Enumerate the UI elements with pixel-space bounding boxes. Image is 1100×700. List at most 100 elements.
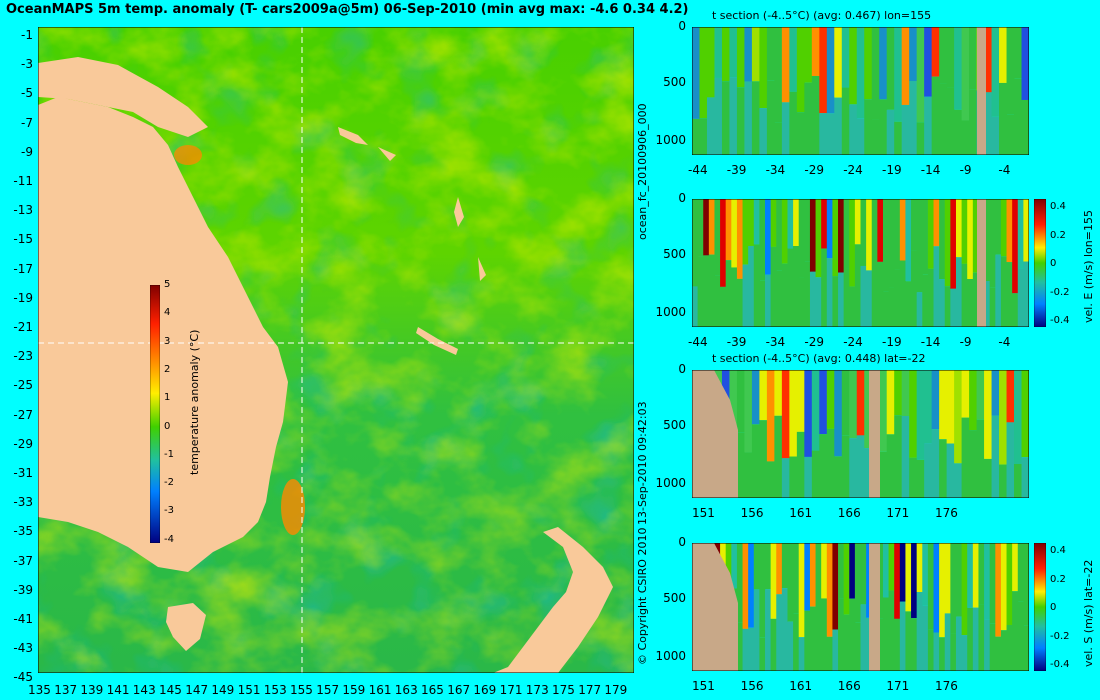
section-depth-tick: 1000 (655, 305, 686, 319)
section-x-tick: -4 (998, 335, 1011, 349)
section-x-tick: 166 (837, 506, 861, 520)
latitude-tick-label: -15 (13, 232, 33, 247)
section-x-tick: -4 (998, 163, 1011, 177)
longitude-tick-label: 179 (604, 683, 628, 697)
velocity-colorbar-tick: -0.4 (1050, 315, 1070, 326)
latitude-tick-label: -45 (13, 670, 33, 685)
velocity-colorbar-label: vel. S (m/s) lat=-22 (1082, 559, 1095, 667)
section-x-tick: 161 (789, 506, 813, 520)
colorbar-tick-label: 5 (164, 279, 171, 290)
temperature-colorbar (150, 285, 160, 543)
longitude-tick-label: 157 (316, 683, 340, 697)
land-australia (38, 97, 288, 572)
section-x-tick: -14 (920, 163, 941, 177)
temperature-anomaly-map[interactable] (38, 27, 634, 673)
section-x-tick: 156 (740, 506, 764, 520)
longitude-tick-label: 171 (499, 683, 523, 697)
longitude-tick-label: 139 (80, 683, 104, 697)
section-depth-tick: 0 (678, 362, 686, 376)
section-depth-tick: 500 (663, 418, 686, 432)
section-x-tick: -34 (765, 335, 786, 349)
section-depth-tick: 1000 (655, 476, 686, 490)
section-x-tick: 151 (692, 506, 715, 520)
velocity-colorbar (1034, 199, 1046, 327)
longitude-tick-label: 137 (54, 683, 78, 697)
longitude-tick-label: 169 (473, 683, 497, 697)
colorbar-tick-label: 4 (164, 307, 171, 319)
section-plot-v-lat[interactable] (692, 543, 1029, 671)
velocity-colorbar-tick: -0.2 (1050, 286, 1070, 298)
section-x-tick: -14 (920, 335, 941, 349)
section-plot-v-lon[interactable] (692, 199, 1029, 327)
longitude-tick-label: 165 (421, 683, 444, 697)
copyright-label: © Copyright CSIRO 2010 (636, 527, 649, 665)
section-depth-tick: 1000 (655, 649, 686, 663)
section-x-tick: -34 (765, 163, 786, 177)
section-x-tick: -44 (688, 335, 708, 349)
colorbar-label: temperature anomaly (°C) (188, 329, 201, 475)
section-x-tick: 171 (886, 506, 910, 520)
section-x-tick: -39 (726, 163, 747, 177)
latitude-tick-label: -29 (13, 436, 33, 451)
latitude-tick-label: -27 (13, 407, 33, 422)
latitude-tick-label: -41 (13, 612, 33, 626)
latitude-tick-label: -19 (13, 290, 33, 305)
land-tasmania (166, 603, 206, 651)
section-depth-tick: 0 (678, 191, 686, 205)
timestamp-label: 13-Sep-2010 09:42:03 (636, 401, 649, 525)
velocity-colorbar-tick: 0.4 (1050, 201, 1066, 212)
longitude-tick-label: 155 (290, 683, 313, 697)
section-x-tick: 171 (886, 679, 910, 693)
velocity-colorbar-tick: 0 (1050, 258, 1057, 269)
velocity-colorbar-tick: -0.2 (1050, 630, 1070, 642)
colorbar-tick-label: -1 (164, 448, 174, 460)
section-x-tick: -44 (688, 163, 708, 177)
latitude-tick-label: -39 (13, 582, 33, 597)
colorbar-tick-label: 3 (164, 335, 171, 347)
longitude-tick-label: 141 (106, 683, 130, 697)
section-x-tick: 176 (935, 679, 958, 693)
section-x-tick: -24 (843, 335, 863, 349)
section-depth-tick: 500 (663, 75, 686, 89)
latitude-tick-label: -31 (13, 466, 33, 480)
land-new-guinea (38, 57, 208, 137)
latitude-tick-label: -9 (21, 144, 33, 159)
velocity-colorbar-tick: 0.2 (1050, 229, 1066, 241)
longitude-tick-label: 163 (394, 683, 418, 697)
section-x-tick: 176 (935, 506, 958, 520)
section-plot-t-lon[interactable] (692, 27, 1029, 155)
velocity-colorbar-tick: 0.4 (1050, 545, 1066, 556)
longitude-tick-label: 177 (578, 683, 602, 697)
section-plot-t-lat[interactable] (692, 370, 1029, 498)
longitude-tick-label: 149 (211, 683, 235, 697)
colorbar-tick-label: 1 (164, 392, 171, 404)
section-x-tick: -24 (843, 163, 863, 177)
section-x-tick: 161 (789, 679, 813, 693)
section-depth-tick: 0 (678, 535, 686, 549)
section-depth-tick: 0 (678, 19, 686, 33)
section-title: t section (-4..5°C) (avg: 0.448) lat=-22 (712, 352, 926, 365)
longitude-tick-label: 147 (185, 683, 209, 697)
longitude-tick-label: 173 (525, 683, 549, 697)
longitude-tick-label: 159 (342, 683, 366, 697)
velocity-colorbar (1034, 543, 1046, 671)
land-new-caledonia (416, 327, 458, 355)
latitude-tick-label: -3 (21, 57, 33, 72)
section-x-tick: -29 (804, 335, 824, 349)
land-new-zealand (493, 527, 613, 673)
colorbar-tick-label: -2 (164, 477, 174, 489)
latitude-tick-label: -43 (13, 641, 33, 656)
longitude-tick-label: 145 (159, 683, 182, 697)
longitude-tick-label: 175 (552, 683, 575, 697)
velocity-colorbar-tick: 0.2 (1050, 573, 1066, 585)
latitude-tick-label: -35 (13, 524, 33, 539)
colorbar-tick-label: -3 (164, 505, 174, 517)
velocity-colorbar-tick: -0.4 (1050, 659, 1070, 670)
longitude-tick-label: 161 (368, 683, 392, 697)
latitude-tick-label: -1 (21, 28, 33, 42)
section-x-tick: -9 (959, 163, 972, 177)
file-label: ocean_fc_20100906_000 (636, 103, 649, 240)
latitude-tick-label: -21 (13, 320, 33, 334)
section-depth-tick: 1000 (655, 133, 686, 147)
latitude-tick-label: -13 (13, 203, 33, 218)
